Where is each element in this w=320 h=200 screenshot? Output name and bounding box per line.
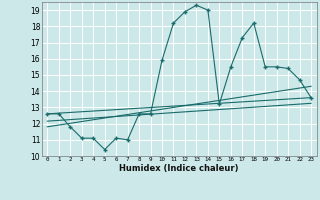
X-axis label: Humidex (Indice chaleur): Humidex (Indice chaleur)	[119, 164, 239, 173]
